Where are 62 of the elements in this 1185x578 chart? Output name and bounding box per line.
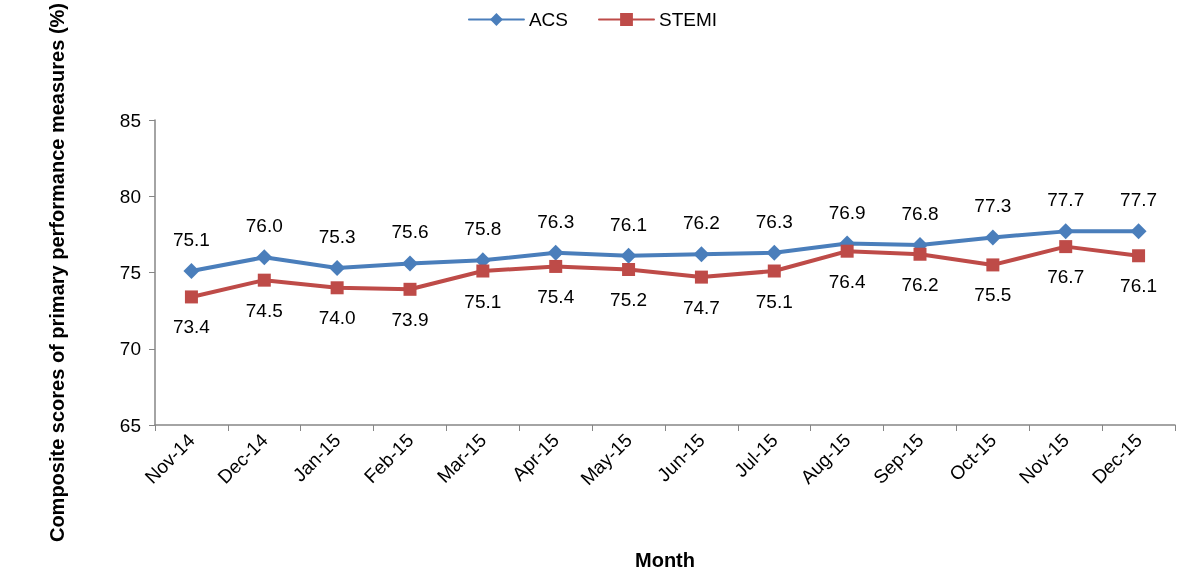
point [549,259,563,273]
data-label: 76.7 [1047,266,1085,288]
y-axis-title: Composite scores of primary performance measures (%) [46,3,68,543]
data-label: 73.9 [391,308,429,330]
legend-label: STEMI [659,9,718,30]
point [402,255,418,272]
data-label: 75.6 [391,221,429,243]
data-label: 75.2 [610,288,648,310]
point [767,264,781,278]
data-label: 76.9 [828,201,866,223]
point [1059,240,1073,254]
point [1130,223,1147,240]
point [622,262,636,276]
point [184,290,198,304]
point [403,282,417,296]
data-label: 74.7 [682,296,720,318]
data-label: 74.5 [245,299,283,321]
data-label: 76.0 [245,215,283,237]
point [766,244,783,261]
data-label: 77.7 [1047,189,1085,211]
data-label: 75.8 [464,218,502,240]
legend-label: ACS [528,9,569,30]
data-label: 77.7 [1120,189,1158,211]
data-label: 75.1 [755,290,793,312]
data-label: 75.1 [172,229,210,251]
point [257,273,271,287]
data-label: 76.1 [1120,275,1158,297]
y-tick-label: 85 [119,109,141,131]
point [984,229,1001,246]
point [694,270,708,284]
data-label: 75.1 [464,290,502,312]
point [329,259,346,276]
point [840,244,854,258]
point [330,281,344,295]
point [547,244,564,261]
data-label: 76.3 [755,210,793,232]
data-label: 76.2 [682,212,720,234]
y-tick-label: 80 [119,185,141,207]
data-label: 76.4 [828,270,867,292]
data-label: 75.5 [974,284,1012,306]
point [986,258,1000,272]
point [1057,223,1074,240]
x-axis-title: Month [635,549,695,571]
data-label: 76.1 [610,213,648,235]
y-tick-label: 70 [119,338,141,360]
point [693,246,710,263]
y-tick-label: 65 [119,414,141,436]
point [620,247,637,264]
point [183,263,200,280]
data-label: 74.0 [318,307,356,329]
y-tick-label: 75 [119,262,141,284]
point [1132,249,1146,263]
data-label: 76.2 [901,273,939,295]
point [913,247,927,261]
data-label: 73.4 [172,316,211,338]
data-label: 75.4 [537,285,575,307]
data-label: 77.3 [974,195,1012,217]
point [476,264,490,278]
data-label: 75.3 [318,225,356,247]
data-label: 76.3 [537,210,575,232]
point [256,249,273,266]
data-label: 76.8 [901,203,939,225]
